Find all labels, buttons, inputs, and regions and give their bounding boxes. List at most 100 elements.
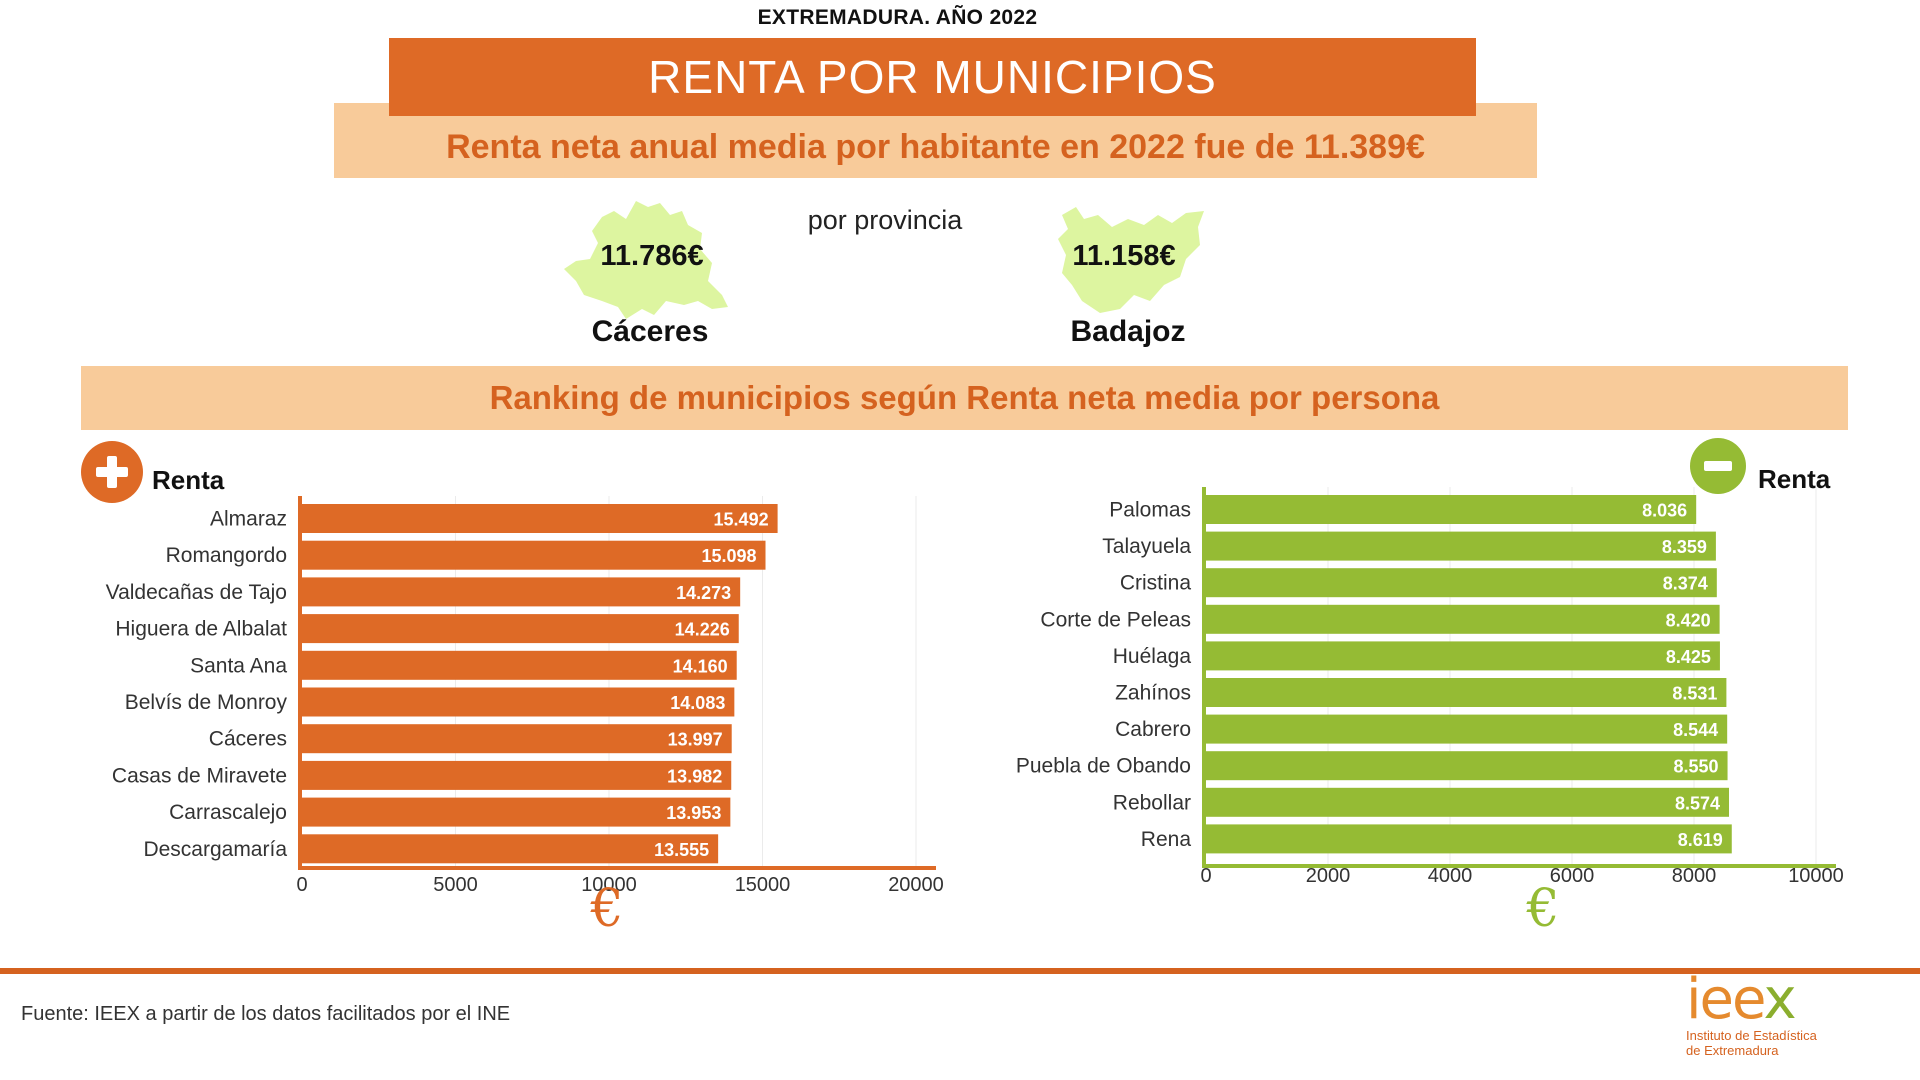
bottom-tick-label: 10000 <box>1788 865 1844 887</box>
bottom-tick-label: 8000 <box>1672 865 1717 887</box>
top-bar <box>302 834 719 864</box>
bottom-value-label: 8.420 <box>1666 610 1711 630</box>
bottom-bar <box>1206 714 1728 744</box>
top-category-label: Romangordo <box>166 544 287 567</box>
top-category-label: Almaraz <box>210 508 287 531</box>
badajoz-value: 11.158€ <box>1072 240 1176 272</box>
top-tick-label: 15000 <box>735 874 791 896</box>
top-bar <box>302 577 741 607</box>
top-value-label: 13.997 <box>668 730 723 750</box>
top-x-axis <box>298 866 936 870</box>
bottom-category-label: Rena <box>1141 828 1192 851</box>
bottom-category-label: Huélaga <box>1113 645 1192 668</box>
bottom-category-label: Cristina <box>1120 572 1192 595</box>
badajoz-name: Badajoz <box>1070 315 1186 348</box>
top-value-label: 13.953 <box>666 803 721 823</box>
bottom-y-axis <box>1202 487 1206 868</box>
bottom-value-label: 8.574 <box>1675 793 1720 813</box>
top-bar <box>302 650 737 680</box>
top-currency-icon: € <box>589 879 623 939</box>
top-tick-label: 0 <box>296 874 307 896</box>
top-category-label: Cáceres <box>209 728 287 751</box>
bottom-bar <box>1206 787 1730 817</box>
province-label: por provincia <box>807 205 963 235</box>
top-category-label: Santa Ana <box>190 654 287 677</box>
minus-icon <box>1690 438 1746 494</box>
top-value-label: 14.226 <box>675 620 730 640</box>
bottom-value-label: 8.550 <box>1674 757 1719 777</box>
bottom-value-label: 8.359 <box>1662 537 1707 557</box>
top-value-label: 14.160 <box>673 656 728 676</box>
bottom-bar <box>1206 678 1727 707</box>
ieex-logo: ieex Instituto de Estadística de Extrema… <box>1686 967 1846 1059</box>
top-value-label: 14.273 <box>676 583 731 603</box>
bottom-renta-label: Renta <box>1758 464 1831 494</box>
ranking-title: Ranking de municipios según Renta neta m… <box>489 379 1440 416</box>
top-category-label: Carrascalejo <box>169 801 287 824</box>
top-value-label: 14.083 <box>670 693 725 713</box>
top-tick-label: 5000 <box>433 874 478 896</box>
top-bar <box>302 797 731 827</box>
top-value-label: 15.492 <box>714 510 769 530</box>
bottom-tick-label: 6000 <box>1550 865 1595 887</box>
bottom-value-label: 8.425 <box>1666 647 1711 667</box>
bottom-category-label: Cabrero <box>1115 718 1191 741</box>
bottom-category-label: Corte de Peleas <box>1040 608 1191 631</box>
top-tick-label: 10000 <box>581 874 637 896</box>
bottom-category-label: Puebla de Obando <box>1016 755 1191 778</box>
bottom-x-axis <box>1202 864 1836 868</box>
logo-wordmark: ieex <box>1686 967 1797 1032</box>
bottom-value-label: 8.531 <box>1672 684 1717 704</box>
bottom-bar <box>1206 824 1732 854</box>
bottom-bar <box>1206 531 1716 561</box>
top-bar <box>302 687 735 717</box>
bottom-bar <box>1206 495 1697 524</box>
bottom-bar <box>1206 751 1728 781</box>
top-category-label: Descargamaría <box>143 838 287 861</box>
top-value-label: 13.982 <box>667 766 722 786</box>
top-value-label: 15.098 <box>701 546 756 566</box>
bottom-tick-label: 0 <box>1200 865 1211 887</box>
top-bar <box>302 760 732 790</box>
bottom-value-label: 8.544 <box>1673 720 1718 740</box>
bottom-category-label: Rebollar <box>1113 791 1191 814</box>
top-value-label: 13.555 <box>654 840 709 860</box>
bottom-bar <box>1206 568 1717 598</box>
top-tick-label: 20000 <box>888 874 944 896</box>
caceres-value: 11.786€ <box>600 240 704 272</box>
top-bar <box>302 614 739 644</box>
logo-subtitle-1: Instituto de Estadística <box>1686 1028 1817 1043</box>
top-renta-label: Renta <box>152 465 225 495</box>
caceres-name: Cáceres <box>591 315 709 348</box>
caceres-map-icon <box>564 201 728 319</box>
source-note: Fuente: IEEX a partir de los datos facil… <box>21 1003 511 1025</box>
bottom-bar <box>1206 641 1720 671</box>
top-bar <box>302 540 766 570</box>
top-y-axis <box>298 496 302 870</box>
bottom-bar <box>1206 604 1720 634</box>
footer-divider <box>0 968 1920 974</box>
page-title-text: RENTA POR MUNICIPIOS <box>648 51 1217 103</box>
logo-subtitle-2: de Extremadura <box>1686 1043 1779 1058</box>
ranking-banner: Ranking de municipios según Renta neta m… <box>81 366 1848 430</box>
bottom-category-label: Zahínos <box>1115 682 1191 705</box>
bottom-tick-label: 4000 <box>1428 865 1473 887</box>
bottom-currency-icon: € <box>1525 879 1559 939</box>
top-bar <box>302 724 732 754</box>
top-category-label: Belvís de Monroy <box>125 691 288 714</box>
badajoz-map-icon <box>1058 207 1204 313</box>
bottom-value-label: 8.036 <box>1642 501 1687 521</box>
bottom-category-label: Talayuela <box>1102 535 1191 558</box>
top-category-label: Higuera de Albalat <box>115 618 287 641</box>
subtitle-text: Renta neta anual media por habitante en … <box>446 128 1425 166</box>
bottom-tick-label: 2000 <box>1306 865 1351 887</box>
top-category-label: Valdecañas de Tajo <box>106 581 287 604</box>
top-category-label: Casas de Miravete <box>112 764 287 787</box>
page-title: RENTA POR MUNICIPIOS <box>389 38 1476 116</box>
plus-icon <box>81 441 143 503</box>
top-bar <box>302 504 778 533</box>
bottom-value-label: 8.374 <box>1663 574 1708 594</box>
bottom-category-label: Palomas <box>1109 499 1191 522</box>
top-label: EXTREMADURA. AÑO 2022 <box>757 6 1038 29</box>
